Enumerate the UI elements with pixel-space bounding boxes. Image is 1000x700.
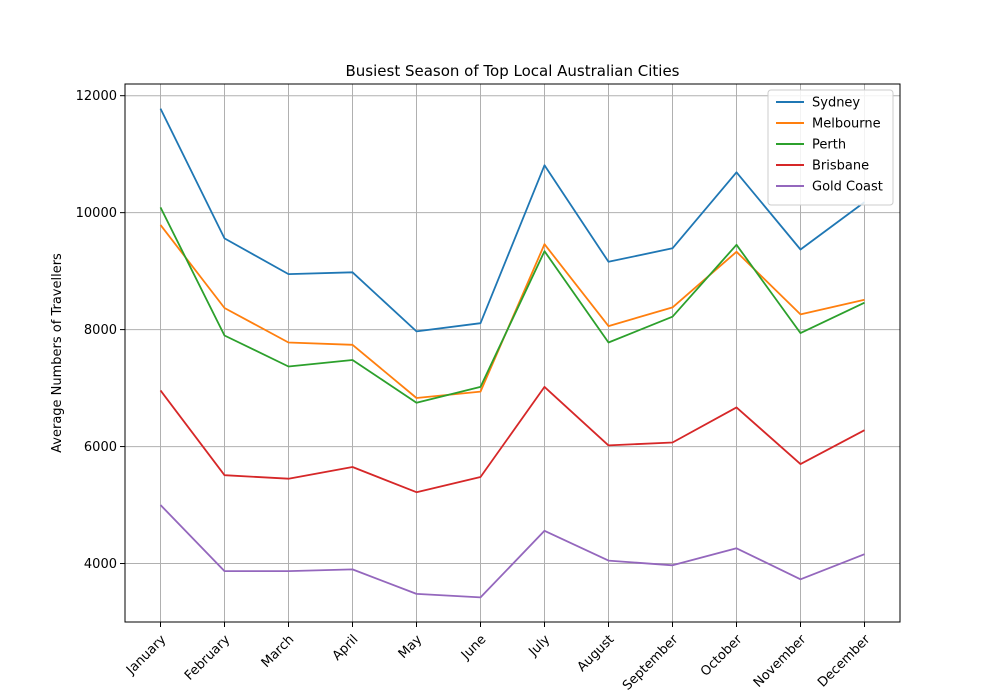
legend: Sydney Melbourne Perth Brisbane Gold Coast [767, 89, 894, 206]
y-tick-label: 8000 [84, 323, 117, 338]
y-axis: 4000 6000 8000 10000 12000 [76, 89, 125, 572]
y-axis-label: Average Numbers of Travellers [50, 253, 65, 453]
chart-title: Busiest Season of Top Local Australian C… [346, 62, 680, 80]
legend-label: Brisbane [812, 159, 869, 174]
y-tick-label: 12000 [76, 89, 117, 104]
y-tick-label: 4000 [84, 557, 117, 572]
legend-label: Perth [812, 138, 846, 153]
y-tick-label: 6000 [84, 440, 117, 455]
series-line-gold-coast [159, 504, 865, 599]
legend-label: Melbourne [812, 117, 881, 132]
grid [125, 84, 900, 622]
legend-label: Gold Coast [812, 180, 883, 195]
legend-label: Sydney [812, 96, 860, 111]
series-group [159, 108, 866, 599]
plot-frame [124, 83, 901, 623]
legend-box [767, 89, 894, 206]
y-tick-label: 10000 [76, 206, 117, 221]
series-line-perth [159, 206, 865, 404]
series-line-sydney [159, 108, 866, 333]
series-line-brisbane [159, 385, 865, 494]
